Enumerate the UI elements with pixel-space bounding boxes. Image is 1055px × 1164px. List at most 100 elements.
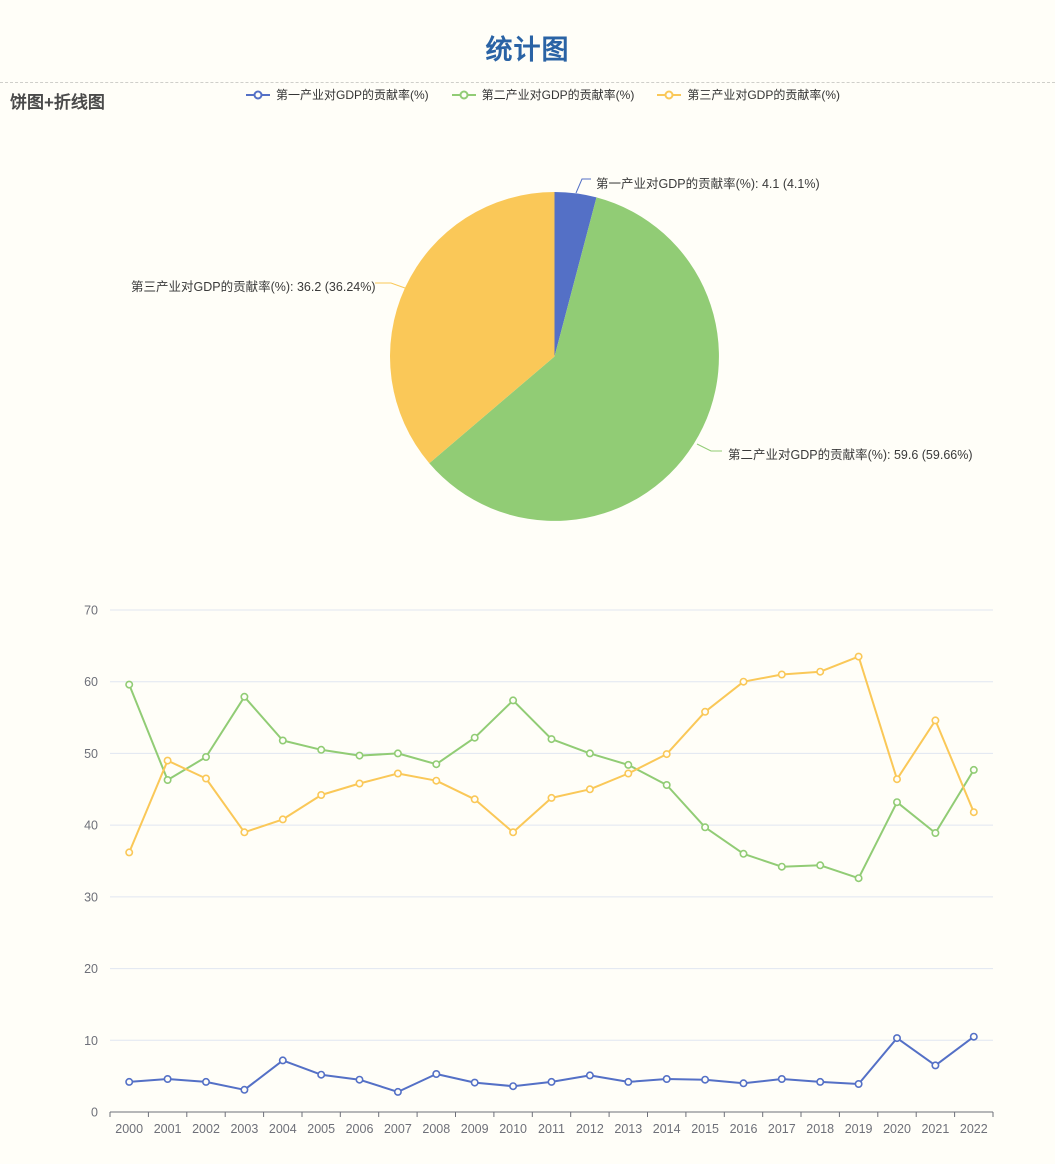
line-series-2[interactable] [128, 655, 975, 854]
x-axis-tick-label: 2005 [307, 1122, 335, 1136]
data-point-s1-2002[interactable] [202, 752, 211, 761]
data-point-s2-2013[interactable] [624, 769, 633, 778]
data-point-s2-2018[interactable] [816, 667, 825, 676]
data-point-s0-2004[interactable] [278, 1056, 287, 1065]
data-point-s0-2006[interactable] [355, 1075, 364, 1084]
x-axis-tick-label: 2003 [230, 1122, 258, 1136]
data-point-s0-2001[interactable] [163, 1075, 172, 1084]
data-point-s0-2013[interactable] [624, 1077, 633, 1086]
data-point-s2-2006[interactable] [355, 779, 364, 788]
data-point-s1-2004[interactable] [278, 736, 287, 745]
legend-item-tertiary-industry[interactable]: 第三产业对GDP的贡献率(%) [656, 86, 840, 103]
data-point-s0-2002[interactable] [202, 1077, 211, 1086]
data-point-s2-2005[interactable] [317, 790, 326, 799]
data-point-s1-2015[interactable] [701, 823, 710, 832]
pie-slice-1[interactable] [429, 197, 719, 521]
data-point-s2-2014[interactable] [662, 750, 671, 759]
data-point-s0-2009[interactable] [470, 1078, 479, 1087]
y-axis-tick-label: 70 [84, 604, 98, 618]
data-point-s0-2021[interactable] [931, 1061, 940, 1070]
data-point-s0-2020[interactable] [892, 1034, 901, 1043]
data-point-s0-2000[interactable] [125, 1077, 134, 1086]
section-label: 饼图+折线图 [10, 93, 105, 112]
legend-line-marker-icon [245, 90, 270, 99]
data-point-s1-2020[interactable] [892, 798, 901, 807]
legend-label: 第二产业对GDP的贡献率(%) [481, 88, 635, 102]
data-point-s1-2006[interactable] [355, 751, 364, 760]
data-point-s2-2021[interactable] [931, 716, 940, 725]
x-axis-tick-label: 2011 [538, 1122, 565, 1136]
data-point-s1-2021[interactable] [931, 828, 940, 837]
data-point-s2-2010[interactable] [509, 828, 518, 837]
y-axis-tick-label: 20 [84, 962, 98, 976]
data-point-s1-2003[interactable] [240, 692, 249, 701]
data-point-s0-2015[interactable] [701, 1075, 710, 1084]
pie-label-line-0 [575, 178, 591, 194]
x-axis-tick-label: 2015 [691, 1122, 719, 1136]
data-point-s2-2015[interactable] [701, 707, 710, 716]
data-point-s2-2016[interactable] [739, 677, 748, 686]
data-point-s0-2005[interactable] [317, 1070, 326, 1079]
legend-line-marker-icon [657, 90, 682, 99]
data-point-s0-2019[interactable] [854, 1080, 863, 1089]
data-point-s2-2022[interactable] [969, 808, 978, 817]
x-axis-tick-label: 2020 [883, 1122, 911, 1136]
data-point-s1-2017[interactable] [777, 862, 786, 871]
data-point-s2-2001[interactable] [163, 756, 172, 765]
data-point-s2-2020[interactable] [892, 775, 901, 784]
data-point-s1-2011[interactable] [547, 735, 556, 744]
data-point-s1-2001[interactable] [163, 775, 172, 784]
data-point-s1-2007[interactable] [393, 749, 402, 758]
legend-item-secondary-industry[interactable]: 第二产业对GDP的贡献率(%) [451, 86, 635, 103]
data-point-s0-2008[interactable] [432, 1070, 441, 1079]
data-point-s0-2003[interactable] [240, 1085, 249, 1094]
x-axis-tick-label: 2014 [653, 1122, 681, 1136]
data-point-s1-2009[interactable] [470, 733, 479, 742]
x-axis-tick-label: 2012 [576, 1122, 604, 1136]
pie-slice-2[interactable] [390, 192, 555, 464]
data-point-s1-2018[interactable] [816, 861, 825, 870]
data-point-s2-2011[interactable] [547, 793, 556, 802]
data-point-s2-2019[interactable] [854, 652, 863, 661]
data-point-s1-2005[interactable] [317, 745, 326, 754]
x-axis-tick-label: 2021 [921, 1122, 949, 1136]
data-point-s1-2019[interactable] [854, 874, 863, 883]
data-point-s2-2008[interactable] [432, 776, 441, 785]
data-point-s0-2011[interactable] [547, 1077, 556, 1086]
data-point-s0-2007[interactable] [393, 1087, 402, 1096]
data-point-s2-2012[interactable] [585, 785, 594, 794]
data-point-s1-2000[interactable] [125, 680, 134, 689]
data-point-s1-2014[interactable] [662, 780, 671, 789]
data-point-s2-2007[interactable] [393, 769, 402, 778]
data-point-s2-2002[interactable] [202, 774, 211, 783]
data-point-s0-2010[interactable] [509, 1082, 518, 1091]
data-point-s1-2010[interactable] [509, 696, 518, 705]
data-point-s1-2016[interactable] [739, 849, 748, 858]
legend-item-primary-industry[interactable]: 第一产业对GDP的贡献率(%) [245, 86, 429, 103]
data-point-s1-2013[interactable] [624, 760, 633, 769]
data-point-s0-2012[interactable] [585, 1071, 594, 1080]
data-point-s2-2009[interactable] [470, 795, 479, 804]
data-point-s0-2022[interactable] [969, 1032, 978, 1041]
x-axis-tick-label: 2002 [192, 1122, 220, 1136]
x-axis-tick-label: 2000 [115, 1122, 143, 1136]
data-point-s0-2017[interactable] [777, 1075, 786, 1084]
line-series-1[interactable] [128, 683, 975, 880]
chart-legend: 第一产业对GDP的贡献率(%) 第二产业对GDP的贡献率(%) 第三产业对GDP… [0, 86, 1055, 103]
pie-slice-0[interactable] [554, 191, 597, 357]
data-point-s1-2022[interactable] [969, 765, 978, 774]
x-axis-tick-label: 2001 [154, 1122, 182, 1136]
data-point-s0-2016[interactable] [739, 1079, 748, 1088]
y-axis-tick-label: 10 [84, 1034, 98, 1048]
data-point-s1-2008[interactable] [432, 760, 441, 769]
data-point-s0-2014[interactable] [662, 1075, 671, 1084]
data-point-s2-2000[interactable] [125, 848, 134, 857]
data-point-s1-2012[interactable] [585, 749, 594, 758]
data-point-s2-2017[interactable] [777, 670, 786, 679]
data-point-s0-2018[interactable] [816, 1077, 825, 1086]
data-point-s2-2004[interactable] [278, 815, 287, 824]
pie-label-line-1 [696, 443, 722, 452]
x-axis-tick-label: 2019 [845, 1122, 873, 1136]
data-point-s2-2003[interactable] [240, 828, 249, 837]
